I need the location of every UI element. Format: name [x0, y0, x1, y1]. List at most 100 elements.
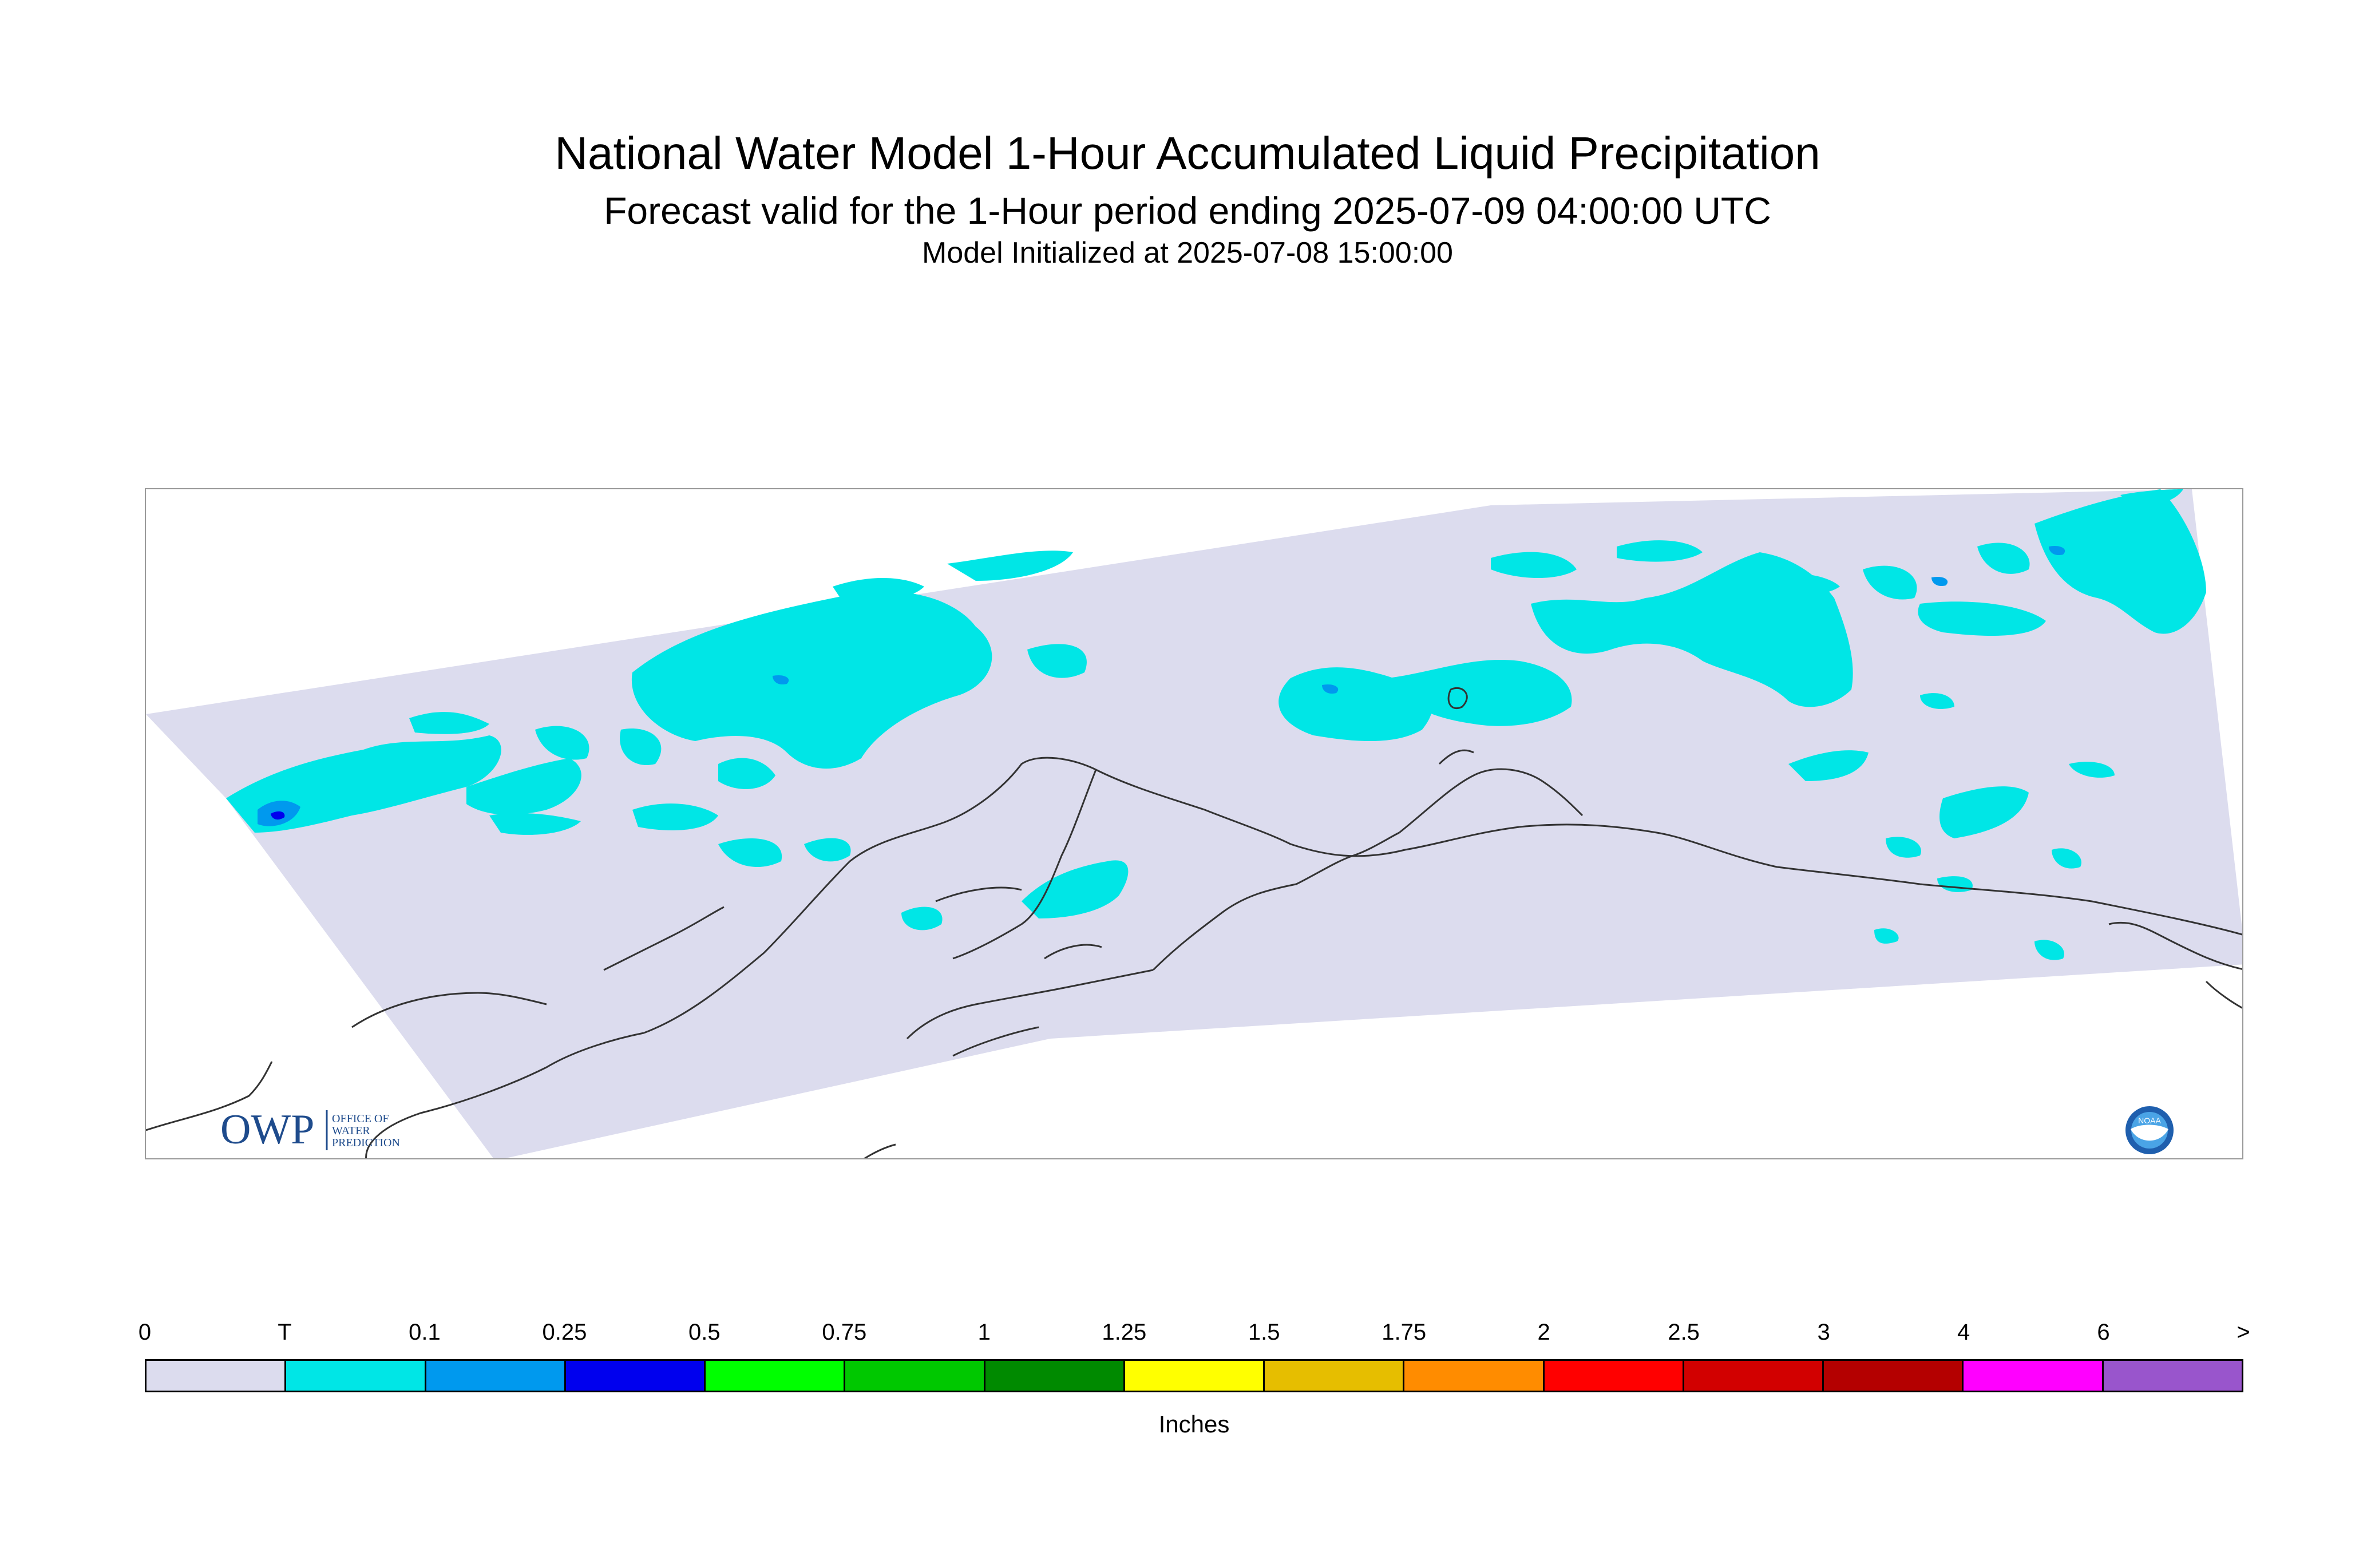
coastline-path [1044, 944, 1102, 960]
colorbar-segment [565, 1361, 706, 1391]
legend-tick-label: 6 [2097, 1320, 2110, 1345]
precip-area [1760, 573, 1840, 595]
legend-tick-label: 0.25 [542, 1320, 587, 1345]
colorbar-segment [1544, 1361, 1684, 1391]
colorbar-segment [1964, 1361, 2104, 1391]
legend-tick-label: 1.75 [1382, 1320, 1427, 1345]
coastline-path [603, 906, 725, 971]
coastline-path [351, 992, 547, 1028]
legend-tick-label: 2.5 [1668, 1320, 1700, 1345]
precip-area [947, 551, 1073, 581]
precip-area [1863, 565, 1917, 600]
legend-tick-label: 3 [1817, 1320, 1830, 1345]
precip-area [901, 906, 943, 930]
colorbar-segment [1125, 1361, 1265, 1391]
map-panel: OWP OFFICE OF WATER PREDICTION NOAA [145, 488, 2243, 1159]
model-domain [146, 489, 2242, 1158]
coastline-path [952, 1026, 1039, 1057]
colorbar-segment [706, 1361, 846, 1391]
colorbar-segment [1824, 1361, 1964, 1391]
legend-tick-label: 1.5 [1248, 1320, 1280, 1345]
coastline-path [1447, 687, 1468, 710]
precip-area [1886, 837, 1921, 858]
coastline-path [1399, 768, 1584, 834]
precip-area [1027, 644, 1087, 678]
precip-area [718, 838, 782, 867]
coastline-path [863, 1143, 896, 1158]
precip-area [1939, 786, 2029, 838]
colorbar-segment [147, 1361, 287, 1391]
colorbar-segment [426, 1361, 566, 1391]
noaa-logo-text: NOAA [2138, 1116, 2161, 1125]
precip-area [409, 712, 489, 734]
heavy-precipitation-areas [271, 811, 285, 820]
precip-area [2120, 489, 2183, 504]
precipitation-map: OWP OFFICE OF WATER PREDICTION NOAA [146, 489, 2242, 1158]
coastline-path [1095, 769, 1520, 857]
coastline-path [365, 1032, 644, 1158]
precip-area [271, 811, 285, 820]
precip-area [2069, 762, 2115, 778]
precip-area [773, 675, 789, 685]
legend-tick-label: 0.75 [822, 1320, 867, 1345]
precip-area [1531, 552, 1853, 707]
precip-area [1322, 684, 1339, 694]
color-legend: 0 T 0.1 0.25 0.5 0.75 1 1.25 1.5 1.75 2 2.5 3 4 6 > Inc… [138, 1310, 2250, 1438]
precip-area [1931, 576, 1948, 587]
precip-area [466, 758, 581, 815]
coastline-path [146, 1061, 273, 1131]
coastline-path [2108, 921, 2242, 970]
coastline-path [643, 757, 1097, 1034]
precip-area [631, 591, 992, 769]
map-title: National Water Model 1-Hour Accumulated … [555, 128, 1820, 179]
colorbar [145, 1359, 2243, 1392]
legend-tick-label: T [278, 1320, 292, 1345]
legend-tick-label: 4 [1957, 1320, 1970, 1345]
precip-area [1022, 860, 1129, 918]
precip-area [718, 758, 775, 789]
precip-area [833, 578, 924, 604]
owp-logo-text: OWP [220, 1106, 314, 1153]
precip-area [620, 728, 662, 765]
colorbar-segment [1684, 1361, 1824, 1391]
noaa-logo: NOAA [2125, 1106, 2174, 1154]
precip-area [1617, 540, 1703, 562]
legend-tick-label: 0 [138, 1320, 152, 1345]
precip-area [2034, 489, 2206, 634]
trace-precipitation-areas [226, 489, 2206, 960]
precip-area [1918, 601, 2046, 636]
precip-area [535, 726, 589, 760]
precip-area [489, 813, 581, 835]
colorbar-segment [286, 1361, 426, 1391]
coastline-path [2205, 980, 2242, 1009]
precip-area [1788, 750, 1869, 781]
precip-area [804, 838, 851, 862]
coastline-path [952, 769, 1097, 960]
colorbar-segment [1404, 1361, 1545, 1391]
precip-area [1977, 543, 2030, 574]
legend-tick-label: 1.25 [1102, 1320, 1147, 1345]
legend-units: Inches [1158, 1411, 1230, 1438]
coastline-path [935, 886, 1022, 902]
coastline-path [1438, 749, 1474, 765]
precip-area [2049, 545, 2065, 556]
legend-tick-label: > [2237, 1320, 2250, 1345]
precip-area [2034, 940, 2064, 960]
colorbar-segment [985, 1361, 1125, 1391]
precip-area [1491, 552, 1577, 578]
model-initialized-subtitle: Model Initialized at 2025-07-08 15:00:00 [922, 236, 1453, 270]
colorbar-segment [2103, 1361, 2242, 1391]
precip-area [1920, 693, 1954, 709]
legend-tick-label: 2 [1537, 1320, 1550, 1345]
precip-area [632, 803, 718, 830]
owp-logo: OWP OFFICE OF WATER PREDICTION [220, 1106, 400, 1153]
outside-domain-area [146, 714, 494, 1158]
owp-logo-subtext: PREDICTION [332, 1137, 400, 1149]
coastline-path [906, 969, 1154, 1040]
coastline-path [1519, 823, 2242, 936]
precip-area [1388, 659, 1572, 726]
coastline [146, 687, 2242, 1158]
colorbar-segment [1265, 1361, 1405, 1391]
precip-area [1874, 928, 1899, 944]
precip-area [2052, 848, 2081, 869]
